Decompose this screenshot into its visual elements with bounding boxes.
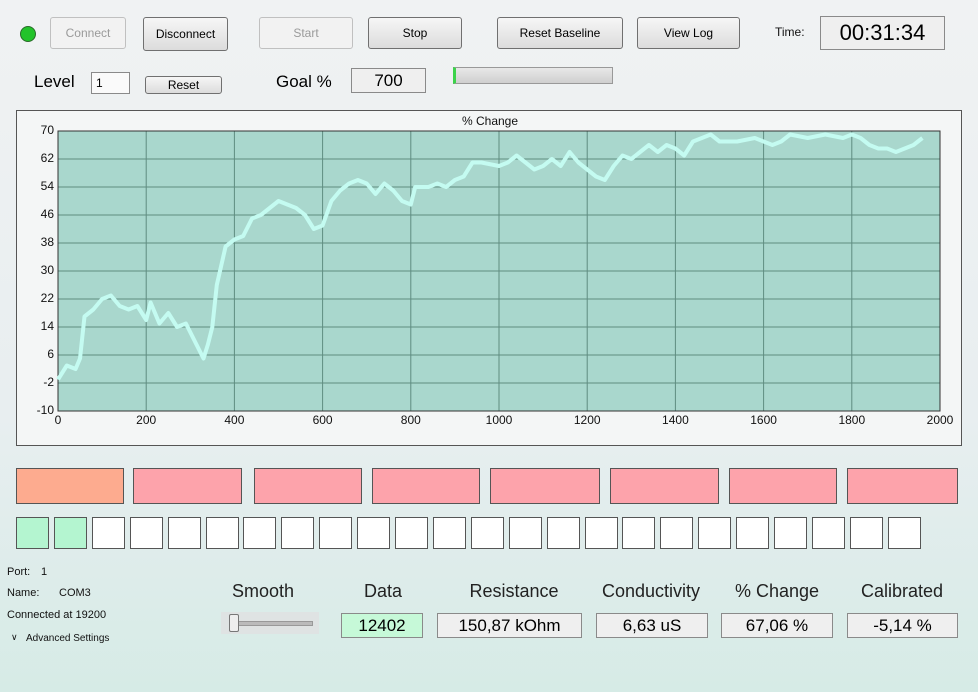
connection-status: Connected at 19200: [7, 609, 107, 621]
name-value: COM3: [59, 587, 91, 599]
level-box: [319, 517, 353, 549]
slider-thumb[interactable]: [229, 614, 239, 632]
goal-label: Goal %: [276, 72, 332, 91]
y-tick-label: 38: [41, 235, 55, 249]
readout-value: 150,87 kOhm: [437, 613, 582, 638]
level-box: [432, 517, 466, 549]
level-box: [281, 517, 315, 549]
smooth-slider[interactable]: [221, 612, 319, 634]
x-tick-label: 600: [313, 413, 333, 427]
plot-border: [57, 130, 941, 412]
level-box: [91, 517, 125, 549]
port-label: Port:: [7, 566, 31, 578]
level-box: [774, 517, 807, 549]
level-box: [584, 517, 618, 549]
indicator-box: [133, 468, 242, 504]
readout-label: % Change: [734, 581, 820, 601]
level-box: [849, 517, 883, 549]
y-tick-label: 54: [41, 179, 55, 193]
progress-bar: [453, 67, 613, 84]
connect-button[interactable]: Connect: [50, 17, 126, 49]
indicator-box: [847, 468, 958, 504]
level-box: [357, 517, 391, 549]
level-box: [887, 517, 921, 549]
indicator-box: [610, 468, 719, 504]
indicator-box: [16, 468, 124, 504]
level-reset-button[interactable]: Reset: [145, 76, 222, 94]
smooth-label: Smooth: [231, 581, 295, 601]
data-line: [56, 132, 924, 381]
indicator-box: [490, 468, 600, 504]
x-tick-label: 1200: [574, 413, 601, 427]
readout-label: Calibrated: [860, 581, 944, 601]
level-box: [811, 517, 845, 549]
readout-value: -5,14 %: [847, 613, 958, 638]
level-box: [395, 517, 428, 549]
level-box: [16, 517, 49, 549]
port-value: 1: [41, 566, 48, 578]
time-display: 00:31:34: [820, 16, 945, 50]
level-box: [736, 517, 770, 549]
readout-label: Data: [363, 581, 403, 601]
level-box: [546, 517, 580, 549]
goal-display: 700: [351, 68, 426, 93]
slider-track: [229, 621, 313, 626]
level-box: [167, 517, 201, 549]
time-label: Time:: [775, 25, 805, 39]
readout-label: Resistance: [469, 581, 559, 601]
level-box: [129, 517, 163, 549]
y-tick-label: -10: [37, 403, 55, 417]
y-tick-label: -2: [43, 375, 54, 389]
readout-value: 12402: [341, 613, 423, 638]
x-tick-label: 1800: [838, 413, 865, 427]
level-box: [243, 517, 277, 549]
x-tick-label: 1000: [486, 413, 513, 427]
y-tick-label: 62: [41, 151, 55, 165]
level-box: [470, 517, 504, 549]
disconnect-button[interactable]: Disconnect: [143, 17, 228, 51]
level-box: [698, 517, 732, 549]
indicator-box: [372, 468, 480, 504]
name-label: Name:: [7, 587, 40, 599]
level-label: Level: [34, 72, 75, 91]
readout-value: 67,06 %: [721, 613, 833, 638]
level-box: [205, 517, 239, 549]
x-tick-label: 0: [55, 413, 62, 427]
x-tick-label: 1600: [750, 413, 777, 427]
y-tick-label: 14: [41, 319, 55, 333]
status-led: [20, 26, 36, 42]
y-tick-label: 22: [41, 291, 55, 305]
x-tick-label: 400: [224, 413, 244, 427]
view-log-button[interactable]: View Log: [637, 17, 740, 49]
indicator-box: [254, 468, 362, 504]
start-button[interactable]: Start: [259, 17, 353, 49]
x-tick-label: 1400: [662, 413, 689, 427]
y-tick-label: 70: [41, 123, 55, 137]
level-box: [53, 517, 87, 549]
stop-button[interactable]: Stop: [368, 17, 462, 49]
advanced-settings[interactable]: Advanced Settings: [26, 633, 110, 644]
y-tick-label: 46: [41, 207, 55, 221]
reset-baseline-button[interactable]: Reset Baseline: [497, 17, 623, 49]
readout-label: Conductivity: [601, 581, 701, 601]
advanced-toggle-icon[interactable]: ∨: [11, 632, 18, 642]
chart-title: % Change: [462, 114, 518, 128]
chart-panel: % Change -10 -2 6 14 22 30 38 46 54 62 70 0 200 400 60…: [16, 110, 962, 446]
level-input[interactable]: 1: [91, 72, 130, 94]
level-box: [660, 517, 694, 549]
indicator-box: [729, 468, 837, 504]
readout-value: 6,63 uS: [596, 613, 708, 638]
x-tick-label: 200: [136, 413, 156, 427]
x-tick-label: 2000: [927, 413, 954, 427]
level-box: [508, 517, 542, 549]
y-tick-label: 30: [41, 263, 55, 277]
x-tick-label: 800: [401, 413, 421, 427]
y-tick-label: 6: [47, 347, 54, 361]
level-box: [622, 517, 656, 549]
